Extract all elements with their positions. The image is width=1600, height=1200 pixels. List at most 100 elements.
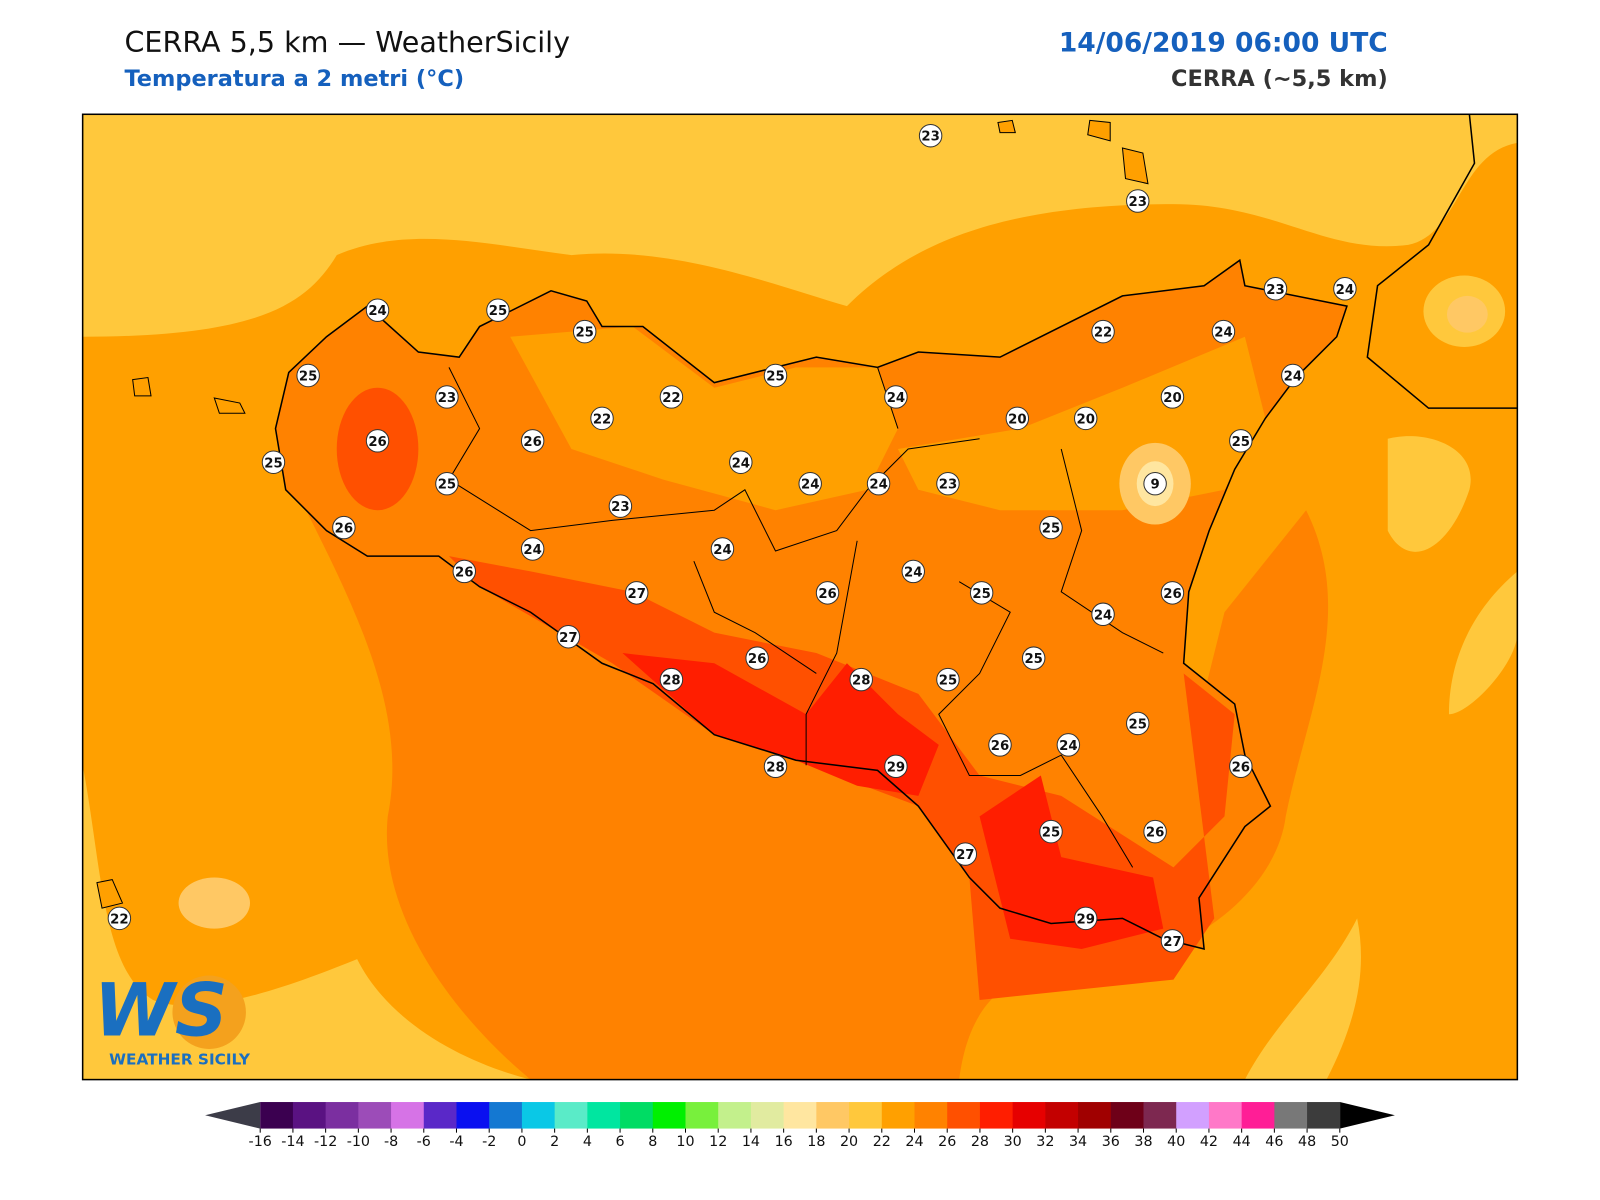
field-yellow-north: [82, 114, 1518, 337]
station-value: 25: [1232, 435, 1250, 450]
station-value: 29: [887, 760, 905, 775]
station-marker: [988, 733, 1012, 757]
temperature-field: [82, 114, 1518, 1080]
colorbar-swatch: [1241, 1102, 1275, 1129]
colorbar-tick-label: 50: [1331, 1134, 1349, 1150]
colorbar-tick-label: 0: [517, 1134, 526, 1150]
colorbar-tick-label: -16: [249, 1134, 272, 1150]
colorbar-swatch: [881, 1102, 916, 1129]
station-value: 25: [438, 478, 456, 493]
station-marker: [1229, 429, 1253, 453]
station-marker: [710, 537, 735, 561]
station-value: 20: [1008, 412, 1026, 427]
colorbar-tick-label: 38: [1134, 1134, 1152, 1150]
station-marker: [296, 363, 320, 388]
station-marker: [452, 559, 477, 584]
station-value: 24: [523, 543, 541, 558]
station-marker: [520, 537, 545, 561]
colorbar-tick-label: 36: [1102, 1134, 1120, 1150]
colorbar-tick-label: 14: [742, 1134, 760, 1150]
field-pale-west: [178, 877, 250, 929]
colorbar-tick-label: 40: [1167, 1134, 1185, 1150]
station-value: 24: [368, 304, 386, 319]
station-value: 23: [1129, 195, 1147, 210]
station-marker: [107, 906, 132, 931]
station-value: 23: [1266, 283, 1284, 298]
station-marker: [884, 754, 908, 779]
colorbar-swatch: [456, 1102, 490, 1129]
station-value: 22: [110, 912, 128, 927]
station-value: 27: [1163, 935, 1181, 950]
colorbar-swatch: [979, 1102, 1014, 1129]
station-marker: [1039, 515, 1063, 540]
station-value: 26: [1146, 826, 1164, 841]
station-value: 25: [766, 370, 784, 385]
colorbar-swatch: [423, 1102, 458, 1129]
station-value: 9: [1150, 478, 1159, 493]
colorbar-swatch: [1078, 1102, 1112, 1129]
logo-mark: WS: [94, 968, 228, 1053]
stations: 23 23 24 25 25 23 24 25 22 24 23 22 25 24 22 20 20 20 24 26…: [107, 123, 1357, 953]
station-marker: [1056, 733, 1081, 757]
station-value: 22: [593, 412, 611, 427]
colorbar-tick-label: -14: [281, 1134, 304, 1150]
station-marker: [763, 754, 788, 779]
station-marker: [1263, 277, 1288, 301]
colorbar-tick-label: 12: [709, 1134, 727, 1150]
station-marker: [1160, 929, 1185, 953]
logo-sun: [172, 975, 246, 1049]
station-value: 28: [662, 674, 680, 689]
colorbar-swatch: [914, 1102, 948, 1129]
station-marker: [918, 123, 943, 148]
field-hot-southeast: [979, 775, 1164, 949]
station-marker: [556, 625, 581, 649]
colorbar-swatch: [1110, 1102, 1145, 1129]
station-value: 26: [1163, 587, 1181, 602]
colorbar-swatch: [260, 1102, 294, 1129]
station-marker: [1143, 819, 1167, 844]
station-marker: [763, 363, 788, 388]
station-marker: [1333, 277, 1357, 301]
colorbar-tick-label: 10: [676, 1134, 694, 1150]
colorbar-swatch: [521, 1102, 556, 1129]
station-value: 27: [956, 848, 974, 863]
station-value: 23: [939, 478, 957, 493]
station-marker: [1091, 319, 1115, 344]
station-value: 24: [1336, 283, 1354, 298]
station-value: 26: [818, 587, 836, 602]
station-value: 25: [1042, 826, 1060, 841]
station-marker: [953, 842, 978, 866]
colorbar-tick-label: -4: [449, 1134, 463, 1150]
station-marker: [729, 450, 753, 474]
station-marker: [901, 559, 925, 584]
station-marker: [659, 667, 684, 692]
colorbar-tick-label: 42: [1200, 1134, 1218, 1150]
station-marker: [1039, 819, 1063, 844]
station-value: 24: [904, 565, 922, 580]
colorbar-swatch: [685, 1102, 719, 1129]
colorbar-swatch: [1176, 1102, 1210, 1129]
station-marker: [1091, 602, 1115, 627]
field-pale-calabria: [1446, 295, 1488, 333]
station-marker: [1005, 406, 1030, 431]
colorbar-tick-label: -10: [347, 1134, 370, 1150]
station-value: 24: [1214, 326, 1232, 341]
colorbar-swatch: [1012, 1102, 1046, 1129]
station-value: 22: [662, 391, 680, 406]
colorbar-tick-label: 18: [807, 1134, 825, 1150]
station-marker: [815, 581, 840, 605]
station-marker: [936, 667, 960, 692]
colorbar: -16 -14 -12 -10 -8 -6 -4 -2 0 2 4 6 8 10 12 14 16 18 20 22 2…: [205, 1102, 1395, 1150]
colorbar-swatch: [1143, 1102, 1177, 1129]
field-orange-interior: [510, 326, 898, 511]
station-value: 24: [887, 391, 905, 406]
title: CERRA 5,5 km — WeatherSicily: [124, 25, 570, 59]
colorbar-tick-label: 6: [616, 1134, 625, 1150]
colorbar-swatch: [292, 1102, 327, 1129]
calabria-coastline: [1366, 114, 1518, 409]
colorbar-tick-label: 26: [938, 1134, 956, 1150]
colorbar-swatch: [947, 1102, 981, 1129]
colorbar-tick-label: 30: [1004, 1134, 1022, 1150]
colorbar-swatch: [1307, 1102, 1341, 1129]
colorbar-tick-label: 28: [971, 1134, 989, 1150]
